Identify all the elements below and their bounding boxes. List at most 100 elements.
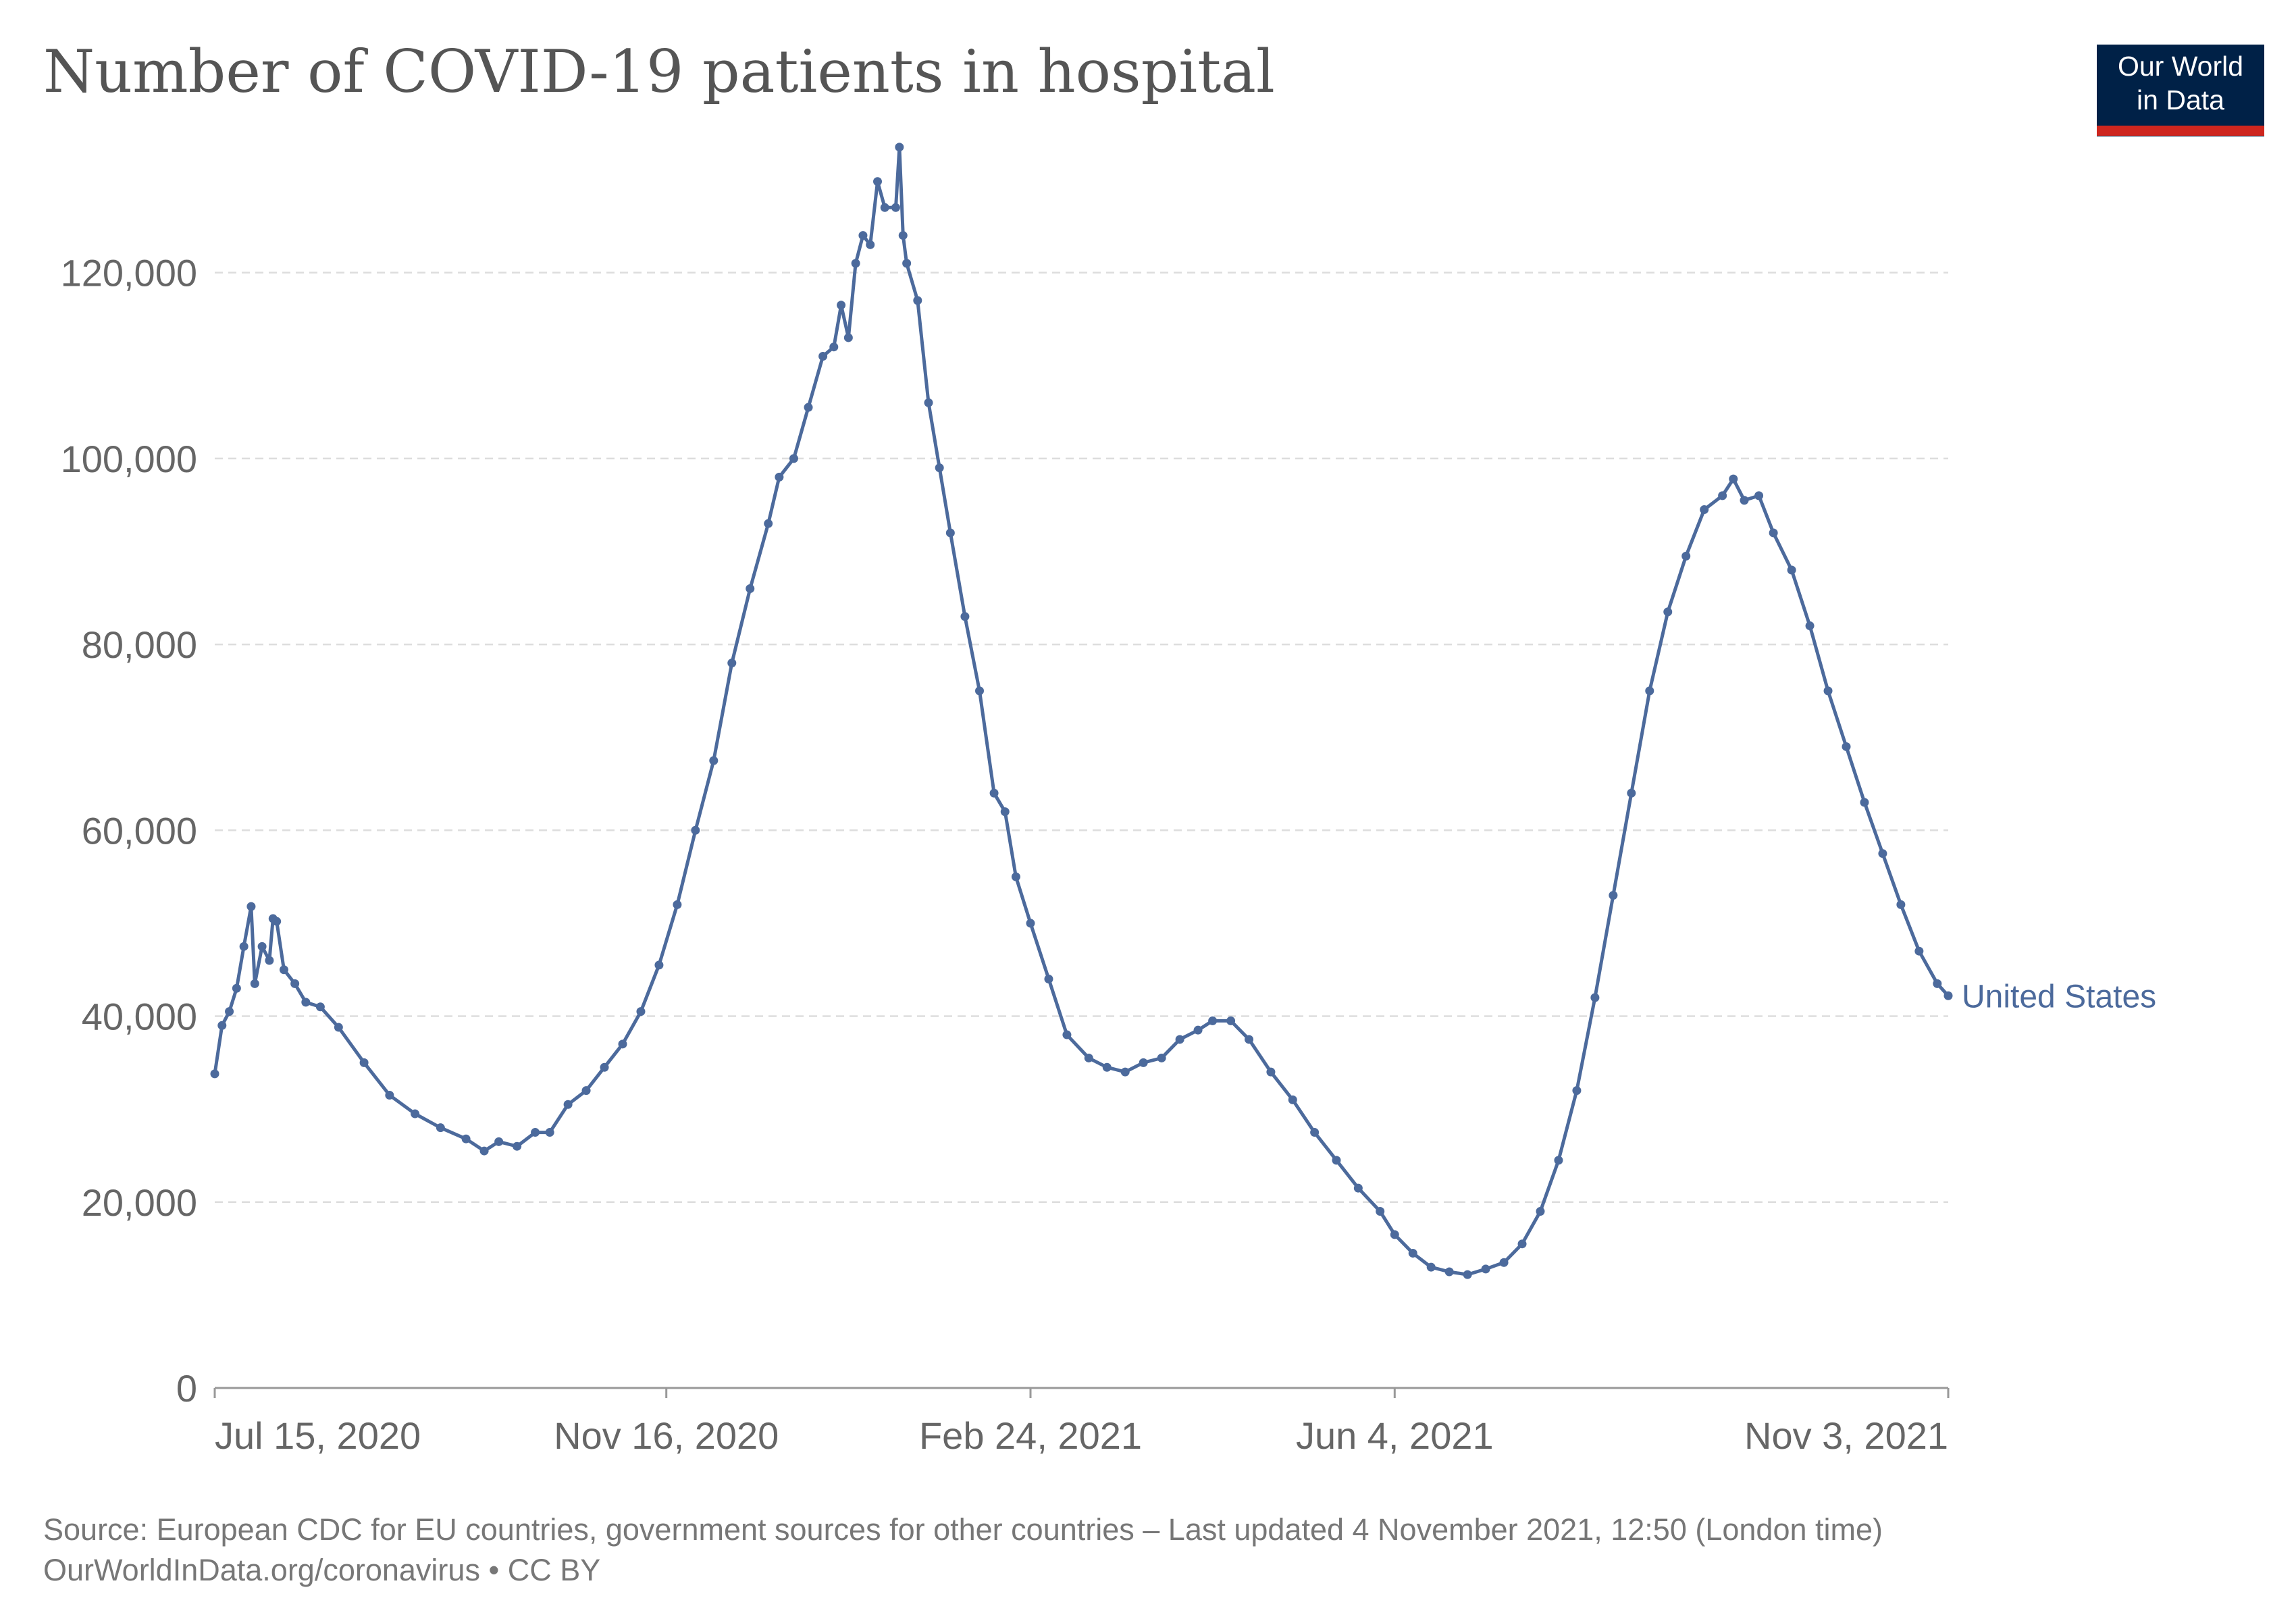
data-point[interactable] bbox=[1805, 621, 1815, 631]
data-point[interactable] bbox=[895, 143, 904, 152]
data-point[interactable] bbox=[935, 463, 944, 473]
data-point[interactable] bbox=[1787, 565, 1796, 575]
data-point[interactable] bbox=[1376, 1207, 1385, 1216]
data-point[interactable] bbox=[1444, 1267, 1454, 1277]
data-point[interactable] bbox=[225, 1007, 234, 1017]
data-point[interactable] bbox=[1933, 979, 1942, 988]
data-point[interactable] bbox=[654, 960, 664, 970]
data-point[interactable] bbox=[265, 956, 274, 965]
data-point[interactable] bbox=[858, 231, 868, 240]
data-point[interactable] bbox=[315, 1002, 325, 1012]
data-point[interactable] bbox=[1193, 1025, 1203, 1035]
data-point[interactable] bbox=[1044, 974, 1053, 983]
data-point[interactable] bbox=[891, 203, 900, 212]
data-point[interactable] bbox=[531, 1128, 540, 1137]
data-point[interactable] bbox=[1139, 1058, 1148, 1067]
data-point[interactable] bbox=[1499, 1258, 1509, 1267]
data-point[interactable] bbox=[960, 612, 970, 621]
data-point[interactable] bbox=[1572, 1086, 1582, 1096]
data-point[interactable] bbox=[494, 1137, 504, 1146]
data-point[interactable] bbox=[232, 983, 241, 993]
data-point[interactable] bbox=[479, 1146, 489, 1156]
data-point[interactable] bbox=[1842, 742, 1851, 751]
data-point[interactable] bbox=[1729, 474, 1738, 484]
data-point[interactable] bbox=[1481, 1264, 1490, 1274]
data-point[interactable] bbox=[246, 902, 256, 911]
data-point[interactable] bbox=[746, 584, 755, 594]
data-point[interactable] bbox=[1408, 1248, 1417, 1258]
data-point[interactable] bbox=[1896, 900, 1906, 909]
data-point[interactable] bbox=[804, 403, 813, 412]
data-point[interactable] bbox=[775, 472, 784, 482]
data-point[interactable] bbox=[1011, 872, 1020, 881]
data-point[interactable] bbox=[461, 1134, 471, 1143]
data-point[interactable] bbox=[837, 301, 846, 310]
data-point[interactable] bbox=[851, 259, 860, 268]
data-point[interactable] bbox=[1663, 607, 1673, 617]
data-point[interactable] bbox=[1266, 1067, 1276, 1077]
data-point[interactable] bbox=[1390, 1230, 1399, 1239]
data-point[interactable] bbox=[1084, 1053, 1093, 1062]
data-point[interactable] bbox=[898, 231, 908, 240]
data-point[interactable] bbox=[1645, 686, 1654, 696]
data-point[interactable] bbox=[290, 979, 300, 988]
data-point[interactable] bbox=[1740, 496, 1749, 505]
data-point[interactable] bbox=[1175, 1035, 1184, 1044]
data-point[interactable] bbox=[709, 756, 719, 765]
data-point[interactable] bbox=[1245, 1035, 1254, 1044]
data-point[interactable] bbox=[945, 528, 955, 538]
data-point[interactable] bbox=[1517, 1239, 1527, 1249]
data-point[interactable] bbox=[866, 240, 875, 249]
data-point[interactable] bbox=[1026, 919, 1035, 928]
data-point[interactable] bbox=[279, 965, 288, 975]
data-point[interactable] bbox=[563, 1100, 573, 1109]
data-point[interactable] bbox=[301, 998, 311, 1007]
data-point[interactable] bbox=[600, 1062, 609, 1072]
data-point[interactable] bbox=[1769, 528, 1778, 538]
data-point[interactable] bbox=[1226, 1016, 1236, 1025]
data-point[interactable] bbox=[1681, 551, 1691, 561]
data-point[interactable] bbox=[1102, 1062, 1112, 1072]
data-point[interactable] bbox=[789, 454, 798, 463]
data-point[interactable] bbox=[989, 788, 999, 798]
data-point[interactable] bbox=[764, 519, 773, 528]
data-point[interactable] bbox=[1000, 807, 1010, 817]
data-point[interactable] bbox=[1288, 1095, 1297, 1104]
data-point[interactable] bbox=[250, 979, 259, 988]
series-line[interactable] bbox=[213, 145, 1950, 1277]
data-point[interactable] bbox=[257, 942, 267, 951]
data-point[interactable] bbox=[1943, 991, 1953, 1000]
data-point[interactable] bbox=[436, 1123, 445, 1133]
data-point[interactable] bbox=[818, 351, 828, 361]
owid-logo[interactable]: Our World in Data bbox=[2097, 45, 2264, 136]
data-point[interactable] bbox=[1554, 1156, 1563, 1165]
credit-link[interactable]: OurWorldInData.org/coronavirus • CC BY bbox=[43, 1553, 600, 1587]
data-point[interactable] bbox=[924, 398, 933, 407]
data-point[interactable] bbox=[1062, 1030, 1072, 1039]
data-point[interactable] bbox=[581, 1086, 591, 1096]
data-point[interactable] bbox=[1860, 798, 1869, 807]
data-point[interactable] bbox=[1823, 686, 1833, 696]
data-point[interactable] bbox=[902, 259, 912, 268]
data-point[interactable] bbox=[545, 1128, 554, 1137]
data-point[interactable] bbox=[1700, 505, 1709, 515]
data-point[interactable] bbox=[411, 1109, 420, 1118]
data-point[interactable] bbox=[1463, 1270, 1472, 1279]
data-point[interactable] bbox=[210, 1069, 219, 1079]
data-point[interactable] bbox=[239, 942, 249, 951]
data-point[interactable] bbox=[1310, 1128, 1320, 1137]
data-point[interactable] bbox=[334, 1023, 343, 1032]
data-point[interactable] bbox=[359, 1058, 369, 1067]
data-point[interactable] bbox=[873, 177, 882, 186]
data-point[interactable] bbox=[1157, 1053, 1166, 1062]
data-point[interactable] bbox=[1878, 849, 1887, 858]
data-point[interactable] bbox=[385, 1091, 394, 1100]
data-point[interactable] bbox=[513, 1141, 522, 1151]
data-point[interactable] bbox=[1754, 491, 1764, 500]
data-point[interactable] bbox=[843, 333, 853, 342]
data-point[interactable] bbox=[1627, 788, 1636, 798]
data-point[interactable] bbox=[1914, 946, 1924, 956]
data-point[interactable] bbox=[880, 203, 889, 212]
data-point[interactable] bbox=[691, 825, 700, 835]
data-point[interactable] bbox=[727, 659, 737, 668]
